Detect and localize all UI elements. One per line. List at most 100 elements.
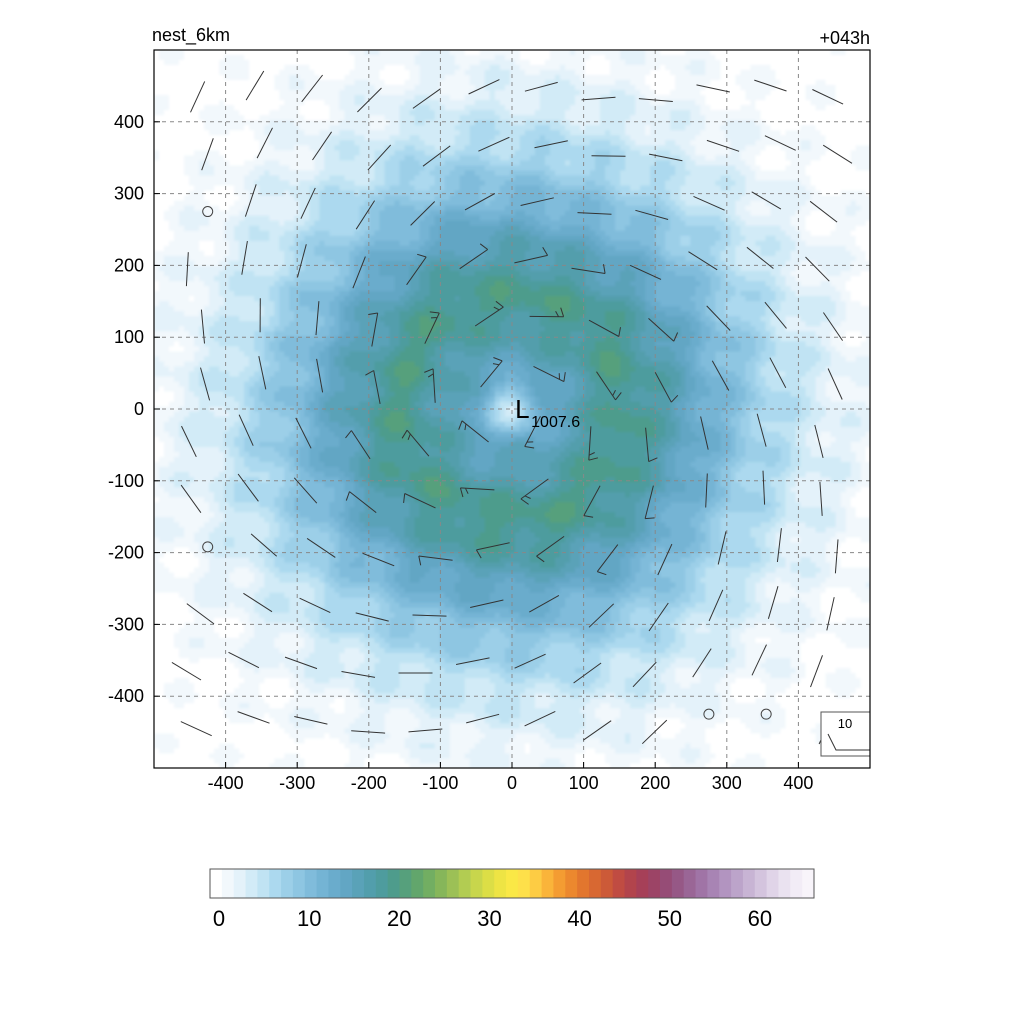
heatmap-cell [324,472,330,478]
heatmap-cell [214,426,220,432]
heatmap-cell [284,683,290,689]
heatmap-cell [249,472,255,478]
heatmap-cell [174,276,180,282]
heatmap-cell [159,632,165,638]
heatmap-cell [269,265,275,271]
heatmap-cell [244,220,250,226]
heatmap-cell [184,472,190,478]
heatmap-cell [224,562,230,568]
heatmap-cell [214,381,220,387]
heatmap-cell [179,150,185,156]
heatmap-cell [174,642,180,648]
heatmap-cell [284,627,290,633]
heatmap-cell [289,276,295,282]
heatmap-cell [159,250,165,256]
heatmap-cell [209,557,215,563]
heatmap-cell [239,567,245,573]
heatmap-cell [319,195,325,201]
heatmap-cell [299,245,305,251]
heatmap-cell [174,431,180,437]
heatmap-cell [269,507,275,513]
heatmap-cell [314,69,320,75]
heatmap-cell [174,411,180,417]
heatmap-cell [279,185,285,191]
heatmap-cell [279,748,285,754]
heatmap-cell [314,391,320,397]
heatmap-cell [239,115,245,121]
heatmap-cell [299,346,305,352]
heatmap-cell [279,391,285,397]
heatmap-cell [259,79,265,85]
heatmap-cell [259,512,265,518]
heatmap-cell [214,276,220,282]
heatmap-cell [184,185,190,191]
heatmap-cell [199,487,205,493]
heatmap-cell [244,527,250,533]
heatmap-cell [199,512,205,518]
heatmap-cell [194,703,200,709]
heatmap-cell [169,466,175,472]
heatmap-cell [289,200,295,206]
heatmap-cell [254,532,260,538]
heatmap-cell [299,85,305,91]
heatmap-cell [249,351,255,357]
heatmap-cell [249,602,255,608]
heatmap-cell [219,356,225,362]
heatmap-cell [309,688,315,694]
heatmap-cell [164,527,170,533]
heatmap-cell [229,411,235,417]
heatmap-cell [309,512,315,518]
heatmap-cell [224,748,230,754]
heatmap-cell [159,326,165,332]
heatmap-cell [204,507,210,513]
heatmap-cell [319,286,325,292]
heatmap-cell [314,401,320,407]
heatmap-cell [324,346,330,352]
heatmap-cell [274,607,280,613]
heatmap-cell [214,748,220,754]
heatmap-cell [194,698,200,704]
heatmap-cell [239,602,245,608]
heatmap-cell [249,567,255,573]
heatmap-cell [309,612,315,618]
heatmap-cell [314,527,320,533]
heatmap-cell [264,713,270,719]
heatmap-cell [174,708,180,714]
heatmap-cell [204,306,210,312]
heatmap-cell [259,386,265,392]
heatmap-cell [229,441,235,447]
heatmap-cell [329,74,335,80]
heatmap-cell [274,165,280,171]
heatmap-cell [219,401,225,407]
heatmap-cell [159,537,165,543]
heatmap-cell [204,421,210,427]
heatmap-cell [289,225,295,231]
heatmap-cell [239,758,245,764]
heatmap-cell [279,597,285,603]
heatmap-cell [304,326,310,332]
heatmap-cell [314,451,320,457]
heatmap-cell [179,738,185,744]
heatmap-cell [269,461,275,467]
heatmap-cell [159,512,165,518]
heatmap-cell [234,647,240,653]
heatmap-cell [274,451,280,457]
heatmap-cell [314,331,320,337]
heatmap-cell [249,220,255,226]
heatmap-cell [279,733,285,739]
heatmap-cell [319,185,325,191]
heatmap-cell [214,135,220,141]
heatmap-cell [324,240,330,246]
heatmap-cell [169,235,175,241]
heatmap-cell [219,79,225,85]
heatmap-cell [299,195,305,201]
heatmap-cell [169,522,175,528]
heatmap-cell [154,150,160,156]
heatmap-cell [219,748,225,754]
heatmap-cell [299,155,305,161]
heatmap-cell [314,446,320,452]
heatmap-cell [194,431,200,437]
heatmap-cell [345,436,351,442]
heatmap-cell [209,265,215,271]
heatmap-cell [284,668,290,674]
